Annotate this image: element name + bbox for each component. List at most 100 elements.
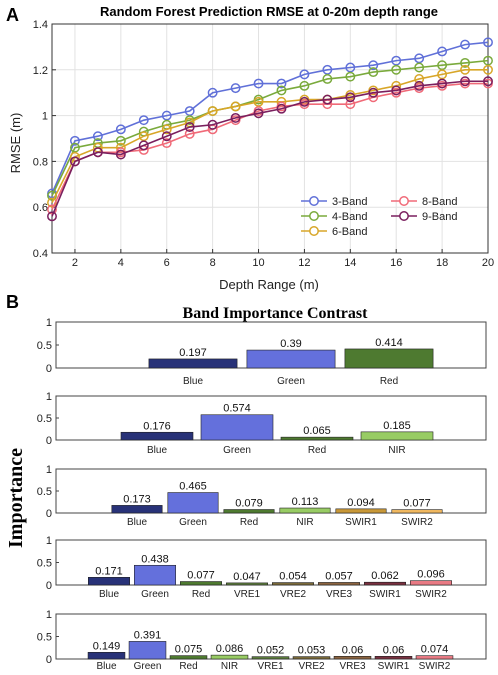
x-tick-label: 8 bbox=[210, 257, 216, 269]
bar-value-label: 0.465 bbox=[179, 481, 207, 493]
data-point bbox=[161, 110, 172, 121]
bar-value-label: 0.176 bbox=[143, 420, 171, 432]
data-point bbox=[368, 87, 379, 98]
category-label: Green bbox=[277, 376, 305, 387]
panel-b-ylabel: Importance bbox=[5, 448, 27, 548]
bar-value-label: 0.414 bbox=[375, 337, 403, 349]
data-point bbox=[47, 197, 57, 208]
data-point bbox=[92, 131, 103, 142]
bar-value-label: 0.574 bbox=[223, 403, 251, 415]
data-point bbox=[345, 99, 356, 110]
data-point bbox=[207, 119, 218, 130]
data-point bbox=[138, 131, 149, 142]
y-tick-label: 0.8 bbox=[33, 156, 48, 168]
category-label: Blue bbox=[147, 445, 167, 456]
data-point bbox=[184, 106, 195, 116]
category-label: Red bbox=[179, 661, 197, 672]
y-tick-label: 0.4 bbox=[33, 248, 48, 260]
data-point bbox=[414, 74, 425, 84]
data-point bbox=[230, 112, 241, 123]
category-label: Red bbox=[192, 589, 210, 600]
bar-value-label: 0.074 bbox=[421, 644, 449, 656]
data-point bbox=[483, 64, 493, 75]
bar-vre2 bbox=[271, 582, 314, 586]
panel-a-xlabel: Depth Range (m) bbox=[219, 277, 319, 292]
data-point bbox=[115, 135, 126, 146]
y-tick-label: 1 bbox=[46, 317, 52, 329]
legend-label: 6-Band bbox=[332, 226, 367, 238]
bar-green bbox=[200, 414, 274, 441]
bar-swir1 bbox=[374, 655, 413, 660]
bar-chart-5: 0 0.5 1 0.149 Blue 0.391 Green 0.075 Red 0.086 NIR… bbox=[37, 609, 487, 672]
category-label: Red bbox=[308, 445, 326, 456]
bar-value-label: 0.065 bbox=[303, 425, 331, 437]
bar-value-label: 0.113 bbox=[292, 496, 319, 508]
bar-vre1 bbox=[226, 582, 269, 586]
data-point bbox=[230, 101, 241, 112]
y-tick-label: 1 bbox=[46, 391, 52, 403]
data-point bbox=[115, 124, 126, 135]
panel-a-ylabel: RMSE (m) bbox=[8, 113, 23, 174]
data-point bbox=[276, 78, 287, 89]
data-point bbox=[483, 37, 493, 48]
panel-b-bar-charts: 0 0.5 1 0.197 Blue 0.39 Green 0.414 Red 0 0.5 1 0.17… bbox=[37, 317, 487, 672]
y-tick-label: 0.5 bbox=[37, 340, 52, 352]
bar-chart-3: 0 0.5 1 0.173 Blue 0.465 Green 0.079 Red 0.113 NIR… bbox=[37, 464, 487, 528]
bar-nir bbox=[360, 431, 434, 441]
category-label: SWIR1 bbox=[369, 589, 401, 600]
data-point bbox=[253, 78, 264, 89]
bar-value-label: 0.391 bbox=[134, 629, 162, 641]
bar-nir bbox=[210, 654, 249, 660]
bar-value-label: 0.077 bbox=[403, 498, 431, 510]
bar-value-label: 0.075 bbox=[175, 644, 203, 656]
category-label: Green bbox=[179, 517, 207, 528]
data-point bbox=[414, 53, 425, 64]
bar-red bbox=[223, 509, 275, 514]
data-point bbox=[69, 156, 80, 167]
bar-swir2 bbox=[415, 655, 454, 660]
data-point bbox=[437, 78, 448, 89]
category-label: SWIR1 bbox=[378, 661, 410, 672]
bar-value-label: 0.173 bbox=[123, 493, 151, 505]
data-point bbox=[138, 115, 149, 126]
category-label: NIR bbox=[388, 445, 405, 456]
y-tick-label: 0 bbox=[46, 363, 52, 375]
y-tick-label: 0 bbox=[46, 435, 52, 447]
data-point bbox=[483, 55, 493, 66]
category-label: Red bbox=[380, 376, 398, 387]
panel-a-letter: A bbox=[6, 5, 19, 25]
category-label: NIR bbox=[221, 661, 238, 672]
category-label: Blue bbox=[96, 661, 116, 672]
data-point bbox=[184, 122, 195, 133]
category-label: NIR bbox=[296, 517, 313, 528]
bar-green bbox=[128, 641, 167, 660]
x-tick-label: 12 bbox=[298, 257, 310, 269]
data-point bbox=[322, 64, 333, 75]
bar-value-label: 0.057 bbox=[325, 570, 353, 582]
data-point bbox=[47, 211, 57, 222]
data-point bbox=[322, 74, 333, 84]
y-tick-label: 0.6 bbox=[33, 202, 48, 214]
y-tick-label: 1 bbox=[46, 609, 52, 621]
data-point bbox=[345, 92, 356, 103]
data-point bbox=[230, 83, 241, 94]
bar-value-label: 0.086 bbox=[216, 643, 244, 655]
data-point bbox=[184, 128, 195, 139]
y-tick-label: 0.5 bbox=[37, 413, 52, 425]
data-point bbox=[276, 103, 287, 114]
category-label: Red bbox=[240, 517, 258, 528]
bar-red bbox=[344, 348, 434, 369]
panel-a-title: Random Forest Prediction RMSE at 0-20m d… bbox=[100, 4, 438, 19]
panel-b-letter: B bbox=[6, 292, 19, 312]
bar-value-label: 0.054 bbox=[279, 571, 307, 583]
data-point bbox=[483, 76, 493, 87]
bar-value-label: 0.39 bbox=[280, 338, 301, 350]
bar-blue bbox=[111, 505, 163, 514]
data-point bbox=[437, 46, 448, 57]
x-tick-label: 18 bbox=[436, 257, 448, 269]
bar-swir1 bbox=[363, 581, 406, 586]
x-tick-label: 4 bbox=[118, 257, 124, 269]
category-label: Green bbox=[141, 589, 169, 600]
legend-marker bbox=[399, 211, 409, 221]
